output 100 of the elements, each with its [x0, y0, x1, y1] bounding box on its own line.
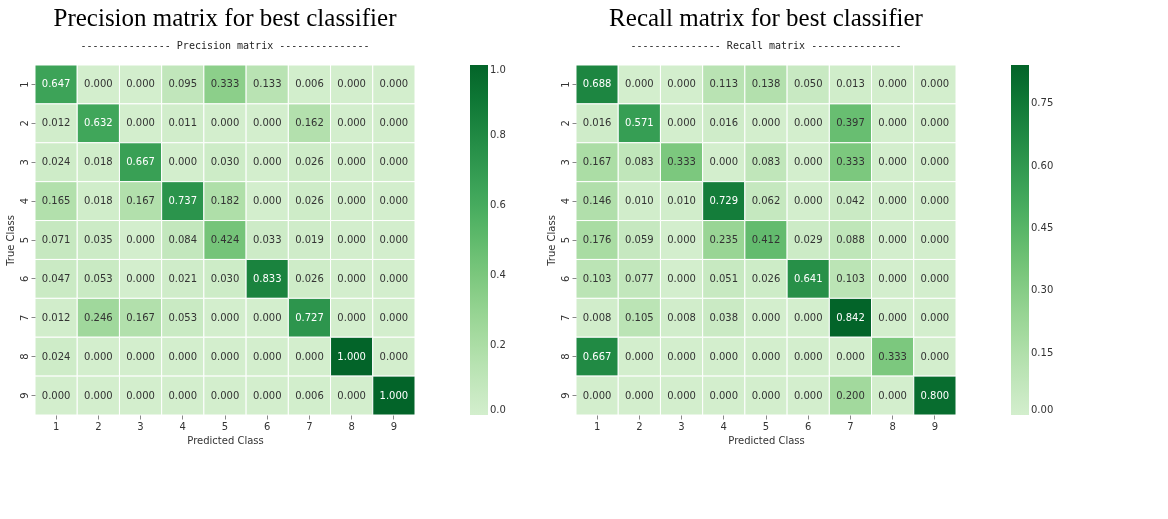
data-label: 0.397	[836, 117, 865, 129]
x-tick-label: 9	[931, 420, 939, 432]
data-label: 0.084	[168, 234, 198, 245]
x-tick-label: 3	[678, 420, 685, 432]
color-bar-label: 1.0	[490, 64, 506, 75]
data-label: 0.018	[84, 195, 113, 207]
x-tick-label: 2	[636, 420, 643, 432]
data-label: 0.200	[836, 389, 865, 401]
y-tick-label: 5	[559, 236, 571, 244]
chart-subtitle: --------------- Precision matrix ---------------	[80, 39, 370, 51]
data-label: 0.010	[625, 195, 654, 207]
data-label: 0.062	[751, 195, 781, 207]
data-label: 0.000	[84, 350, 113, 362]
data-label: 0.000	[836, 350, 865, 362]
data-label: 0.176	[582, 234, 612, 245]
x-tick-label: 8	[348, 420, 355, 432]
data-label: 0.024	[41, 156, 71, 168]
data-label: 0.000	[337, 117, 366, 129]
data-label: 0.000	[667, 272, 696, 284]
data-label: 0.016	[709, 117, 739, 129]
data-label: 0.333	[667, 156, 696, 168]
y-tick-label: 7	[559, 314, 571, 321]
color-bar-label: 0.75	[1031, 97, 1054, 109]
data-label: 0.000	[126, 234, 155, 245]
data-label: 0.000	[126, 389, 155, 401]
color-bar-label: 0.2	[490, 339, 506, 350]
data-label: 0.647	[41, 78, 71, 90]
y-tick-label: 3	[559, 159, 571, 166]
data-label: 0.000	[379, 234, 409, 245]
data-label: 0.000	[751, 389, 781, 401]
data-label: 0.016	[582, 117, 612, 129]
data-label: 0.083	[625, 156, 654, 168]
x-tick-label: 2	[95, 420, 102, 432]
data-label: 0.006	[295, 78, 324, 90]
data-label: 0.729	[709, 195, 739, 207]
data-label: 0.000	[878, 389, 907, 401]
data-label: 0.000	[878, 117, 907, 129]
data-label: 0.000	[920, 78, 950, 90]
data-label: 0.424	[210, 234, 240, 245]
x-tick-label: 4	[179, 420, 186, 432]
data-label: 0.026	[751, 272, 781, 284]
color-bar-label: 0.6	[490, 199, 506, 210]
data-label: 0.667	[126, 156, 155, 168]
x-tick-label: 5	[762, 420, 770, 432]
data-label: 0.000	[337, 78, 366, 90]
x-tick-label: 3	[137, 420, 144, 432]
color-bar-label: 0.15	[1031, 346, 1054, 358]
data-label: 0.000	[84, 389, 113, 401]
data-label: 0.008	[582, 311, 612, 323]
data-label: 0.000	[379, 272, 409, 284]
data-label: 0.000	[793, 156, 823, 168]
data-label: 0.000	[252, 311, 282, 323]
y-tick-label: 2	[18, 120, 30, 127]
data-label: 0.000	[667, 117, 696, 129]
data-label: 0.038	[709, 311, 739, 323]
data-label: 0.030	[210, 156, 240, 168]
data-label: 0.000	[878, 78, 907, 90]
y-tick-label: 6	[18, 275, 30, 283]
data-label: 0.033	[252, 234, 282, 245]
y-tick-label: 4	[18, 197, 30, 205]
data-label: 0.029	[793, 234, 823, 245]
data-label: 0.000	[168, 389, 198, 401]
data-label: 0.000	[920, 234, 950, 245]
data-label: 0.000	[210, 311, 240, 323]
chart-title: Precision matrix for best classifier	[53, 3, 398, 31]
data-label: 0.012	[41, 311, 71, 323]
data-label: 1.000	[379, 389, 409, 401]
data-label: 0.000	[379, 117, 409, 129]
color-bar-label: 0.8	[490, 129, 506, 140]
data-label: 0.013	[836, 78, 865, 90]
data-label: 0.333	[836, 156, 865, 168]
color-bar-label: 0.30	[1031, 284, 1054, 296]
data-label: 0.059	[625, 234, 654, 245]
data-label: 0.000	[126, 350, 155, 362]
data-label: 0.000	[625, 78, 654, 90]
data-label: 0.641	[793, 272, 823, 284]
data-label: 0.167	[582, 156, 612, 168]
x-tick-label: 7	[306, 420, 313, 432]
data-label: 0.000	[878, 311, 907, 323]
data-label: 0.632	[84, 117, 113, 129]
data-label: 0.000	[210, 350, 240, 362]
data-label: 0.000	[252, 156, 282, 168]
data-label: 0.000	[337, 389, 366, 401]
data-label: 0.000	[337, 195, 366, 207]
x-axis-title: Predicted Class	[187, 434, 264, 446]
data-label: 0.000	[667, 389, 696, 401]
x-tick-label: 4	[720, 420, 727, 432]
x-tick-label: 1	[52, 420, 60, 432]
data-label: 0.000	[709, 350, 739, 362]
data-label: 0.000	[337, 272, 366, 284]
data-label: 0.727	[295, 311, 324, 323]
data-label: 0.000	[379, 78, 409, 90]
color-bar-label: 0.4	[490, 269, 506, 280]
x-tick-label: 7	[847, 420, 854, 432]
data-label: 0.000	[126, 272, 155, 284]
data-label: 0.021	[168, 272, 198, 284]
data-label: 0.011	[168, 117, 198, 129]
color-bar-label: 0.00	[1031, 404, 1054, 415]
data-label: 0.000	[210, 117, 240, 129]
y-tick-label: 9	[18, 392, 30, 399]
